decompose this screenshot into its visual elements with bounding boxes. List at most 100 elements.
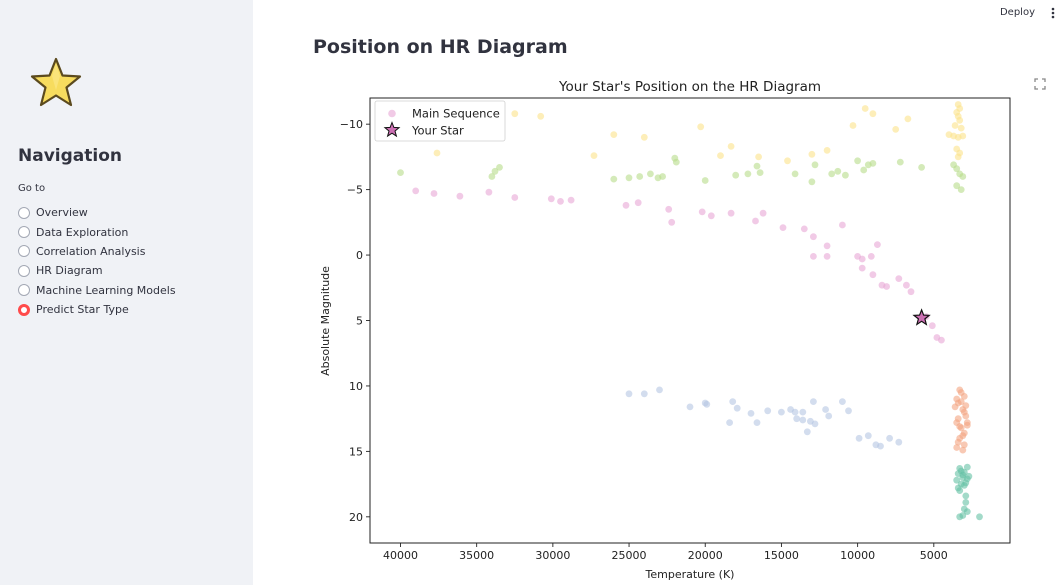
data-point-main-sequence bbox=[668, 218, 676, 226]
radio-button[interactable] bbox=[18, 226, 30, 239]
data-point-red-dwarfs bbox=[962, 402, 970, 409]
data-point-main-sequence bbox=[567, 196, 575, 204]
data-point-main-sequence bbox=[839, 221, 846, 229]
goto-label: Go to bbox=[18, 183, 46, 194]
x-tick-label: 30000 bbox=[535, 549, 570, 562]
data-point-giants bbox=[610, 175, 618, 183]
x-tick-label: 15000 bbox=[764, 549, 799, 562]
data-point-white-dwarfs bbox=[625, 390, 633, 398]
data-point-giants bbox=[953, 165, 961, 173]
data-point-main-sequence bbox=[547, 195, 555, 203]
data-point-supergiants bbox=[727, 143, 735, 150]
data-point-giants bbox=[744, 170, 752, 178]
data-point-main-sequence bbox=[727, 209, 735, 217]
data-point-brown-dwarfs bbox=[962, 499, 970, 506]
x-tick-label: 25000 bbox=[612, 549, 647, 562]
data-point-giants bbox=[647, 170, 654, 178]
nav-option-correlation-analysis[interactable]: Correlation Analysis bbox=[18, 242, 176, 261]
data-point-main-sequence bbox=[752, 217, 759, 225]
data-point-main-sequence bbox=[430, 190, 438, 197]
data-point-supergiants bbox=[755, 153, 762, 161]
x-tick-label: 10000 bbox=[840, 549, 875, 562]
legend-label-your-star: Your Star bbox=[411, 124, 464, 138]
data-point-giants bbox=[488, 173, 496, 180]
data-point-main-sequence bbox=[698, 208, 706, 216]
data-point-white-dwarfs bbox=[640, 390, 648, 398]
data-point-white-dwarfs bbox=[895, 438, 903, 446]
data-point-supergiants bbox=[511, 110, 519, 118]
y-tick-label: 5 bbox=[356, 315, 363, 328]
data-point-main-sequence bbox=[869, 271, 877, 279]
data-point-white-dwarfs bbox=[656, 386, 663, 394]
data-point-supergiants bbox=[959, 132, 967, 140]
data-point-supergiants bbox=[823, 147, 831, 154]
x-tick-label: 5000 bbox=[920, 549, 948, 562]
nav-option-hr-diagram[interactable]: HR Diagram bbox=[18, 261, 176, 280]
deploy-button[interactable]: Deploy bbox=[999, 7, 1035, 18]
data-point-white-dwarfs bbox=[764, 407, 772, 415]
radio-button-selected[interactable] bbox=[18, 303, 30, 316]
nav-radio-group: Overview Data Exploration Correlation An… bbox=[18, 203, 176, 319]
data-point-supergiants bbox=[808, 150, 816, 158]
data-point-white-dwarfs bbox=[793, 415, 801, 423]
plot-layer bbox=[397, 101, 983, 521]
data-point-giants bbox=[753, 162, 761, 170]
data-point-main-sequence bbox=[810, 233, 817, 241]
nav-option-label: Overview bbox=[36, 206, 88, 220]
plot-frame bbox=[369, 97, 1011, 544]
legend-marker-main-sequence bbox=[388, 109, 396, 118]
data-point-main-sequence bbox=[707, 212, 715, 220]
data-point-giants bbox=[959, 173, 967, 180]
radio-button[interactable] bbox=[18, 245, 30, 258]
data-point-main-sequence bbox=[938, 336, 945, 344]
x-tick-label: 40000 bbox=[383, 549, 418, 562]
data-point-main-sequence bbox=[874, 241, 881, 249]
nav-option-predict-star-type[interactable]: Predict Star Type bbox=[18, 300, 176, 319]
data-point-giants bbox=[842, 171, 849, 179]
data-point-white-dwarfs bbox=[726, 419, 733, 426]
data-point-white-dwarfs bbox=[778, 408, 785, 416]
data-point-red-dwarfs bbox=[957, 389, 965, 396]
data-point-main-sequence bbox=[928, 322, 936, 330]
data-point-giants bbox=[896, 158, 904, 166]
fullscreen-icon[interactable] bbox=[1033, 77, 1047, 91]
y-tick-label: 0 bbox=[356, 249, 363, 262]
data-point-supergiants bbox=[610, 131, 618, 138]
nav-option-data-exploration[interactable]: Data Exploration bbox=[18, 222, 176, 241]
data-point-main-sequence bbox=[858, 255, 866, 263]
radio-button[interactable] bbox=[18, 284, 30, 297]
data-point-white-dwarfs bbox=[845, 407, 852, 415]
y-tick-label: −10 bbox=[340, 118, 363, 131]
data-point-supergiants bbox=[697, 123, 705, 131]
data-point-brown-dwarfs bbox=[963, 508, 971, 515]
sidebar-nav-title: Navigation bbox=[18, 146, 122, 166]
radio-button[interactable] bbox=[18, 206, 30, 219]
data-point-brown-dwarfs bbox=[957, 480, 965, 488]
radio-button[interactable] bbox=[18, 264, 30, 277]
data-point-giants bbox=[701, 177, 709, 184]
sidebar: Navigation Go to Overview Data Explorati… bbox=[0, 0, 253, 585]
data-point-supergiants bbox=[904, 115, 912, 123]
data-point-giants bbox=[496, 164, 503, 171]
data-point-white-dwarfs bbox=[877, 442, 884, 450]
data-point-giants bbox=[491, 167, 499, 175]
data-point-supergiants bbox=[433, 149, 441, 157]
data-point-main-sequence bbox=[810, 253, 817, 260]
data-point-supergiants bbox=[717, 152, 724, 159]
nav-option-machine-learning-models[interactable]: Machine Learning Models bbox=[18, 281, 176, 300]
data-point-supergiants bbox=[537, 112, 545, 120]
data-point-main-sequence bbox=[779, 224, 787, 232]
data-point-giants bbox=[732, 171, 740, 179]
data-point-giants bbox=[625, 174, 633, 182]
data-point-brown-dwarfs bbox=[956, 487, 964, 494]
data-point-supergiants bbox=[869, 110, 877, 118]
legend-label-main-sequence: Main Sequence bbox=[412, 107, 500, 121]
data-point-main-sequence bbox=[485, 188, 493, 196]
nav-option-overview[interactable]: Overview bbox=[18, 203, 176, 222]
data-point-supergiants bbox=[640, 133, 648, 141]
chart-legend: Main Sequence Your Star bbox=[374, 100, 506, 142]
data-point-white-dwarfs bbox=[886, 434, 893, 442]
more-vert-icon[interactable] bbox=[1051, 7, 1055, 19]
data-point-supergiants bbox=[861, 105, 869, 112]
